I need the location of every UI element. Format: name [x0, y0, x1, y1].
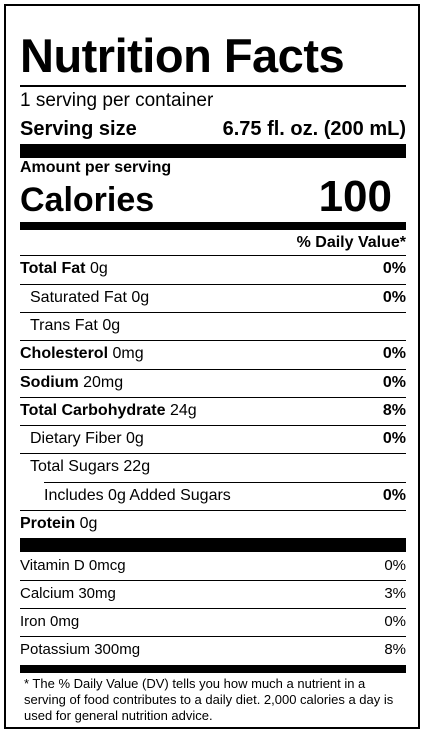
- divider: [20, 85, 406, 87]
- vitamin-dv: 3%: [384, 585, 406, 602]
- nutrient-dv: 0%: [382, 374, 406, 391]
- nutrient-amount: 0mg: [112, 345, 144, 362]
- label-title: Nutrition Facts: [20, 29, 345, 82]
- calories-label: Calories: [20, 181, 155, 219]
- nutrient-amount: 24g: [169, 402, 197, 419]
- nutrient-name: Protein: [20, 515, 76, 532]
- nutrient-row-sodium: Sodium 20mg 0%: [20, 370, 406, 398]
- vitamin-row-potassium: Potassium 300mg 8%: [20, 637, 406, 665]
- divider: [20, 255, 406, 256]
- nutrient-row-total-carbohydrate: Total Carbohydrate 24g 8%: [20, 398, 406, 426]
- medium-divider: [20, 665, 406, 673]
- nutrient-row-total-sugars: Total Sugars 22g: [20, 454, 406, 482]
- nutrient-amount: 20mg: [83, 374, 124, 391]
- nutrient-name: Saturated Fat: [30, 289, 127, 306]
- divider: [20, 608, 406, 609]
- divider: [20, 425, 406, 426]
- divider: [20, 312, 406, 313]
- nutrient-name: Dietary Fiber: [30, 430, 122, 447]
- nutrient-name: Sodium: [20, 374, 79, 391]
- nutrient-dv: 0%: [382, 345, 406, 362]
- divider: [20, 510, 406, 511]
- nutrient-dv: 0%: [382, 487, 406, 504]
- nutrient-amount: 0g: [126, 430, 144, 447]
- nutrient-row-dietary-fiber: Dietary Fiber 0g 0%: [20, 426, 406, 454]
- nutrient-dv: 8%: [382, 402, 406, 419]
- medium-divider: [20, 222, 406, 230]
- vitamin-name: Iron 0mg: [20, 613, 80, 630]
- nutrient-name: Includes 0g Added Sugars: [44, 487, 231, 504]
- serving-size-label: Serving size: [20, 118, 137, 140]
- nutrient-row-added-sugars: Includes 0g Added Sugars 0%: [20, 483, 406, 511]
- nutrient-name: Total Carbohydrate: [20, 402, 166, 419]
- nutrient-name: Trans Fat: [30, 317, 98, 334]
- nutrient-amount: 0g: [79, 515, 98, 532]
- vitamin-row-vitamin-d: Vitamin D 0mcg 0%: [20, 553, 406, 581]
- nutrient-row-total-fat: Total Fat 0g 0%: [20, 256, 406, 284]
- label-content: Nutrition Facts 1 serving per container …: [20, 6, 406, 727]
- vitamin-dv: 0%: [384, 613, 406, 630]
- vitamin-dv: 8%: [384, 641, 406, 658]
- nutrient-row-cholesterol: Cholesterol 0mg 0%: [20, 341, 406, 369]
- amount-per-serving: Amount per serving: [20, 159, 172, 176]
- vitamin-row-iron: Iron 0mg 0%: [20, 609, 406, 637]
- divider: [20, 580, 406, 581]
- nutrient-amount: 22g: [123, 458, 151, 475]
- nutrient-name: Total Sugars: [30, 458, 119, 475]
- nutrient-amount: 0g: [131, 289, 150, 306]
- daily-value-header: % Daily Value*: [296, 234, 406, 251]
- nutrient-name: Total Fat: [20, 260, 86, 277]
- divider: [20, 397, 406, 398]
- nutrient-name: Cholesterol: [20, 345, 109, 362]
- divider: [44, 482, 406, 483]
- nutrient-row-trans-fat: Trans Fat 0g: [20, 313, 406, 341]
- nutrient-dv: 0%: [382, 289, 406, 306]
- serving-size-row: Serving size 6.75 fl. oz. (200 mL): [20, 117, 406, 141]
- divider: [20, 453, 406, 454]
- thick-divider: [20, 538, 406, 552]
- divider: [20, 340, 406, 341]
- nutrient-amount: 0g: [89, 260, 108, 277]
- nutrient-dv: 0%: [382, 430, 406, 447]
- servings-per-container: 1 serving per container: [20, 90, 214, 111]
- nutrition-facts-label: Nutrition Facts 1 serving per container …: [4, 4, 420, 729]
- vitamin-name: Vitamin D 0mcg: [20, 557, 126, 574]
- thick-divider: [20, 144, 406, 158]
- calories-value: 100: [318, 172, 392, 221]
- nutrient-row-protein: Protein 0g: [20, 511, 406, 539]
- divider: [20, 369, 406, 370]
- vitamin-row-calcium: Calcium 30mg 3%: [20, 581, 406, 609]
- vitamin-name: Calcium 30mg: [20, 585, 116, 602]
- daily-value-footnote: * The % Daily Value (DV) tells you how m…: [24, 676, 394, 723]
- vitamin-name: Potassium 300mg: [20, 641, 141, 658]
- nutrient-row-saturated-fat: Saturated Fat 0g 0%: [20, 285, 406, 313]
- divider: [20, 284, 406, 285]
- vitamin-dv: 0%: [384, 557, 406, 574]
- divider: [20, 636, 406, 637]
- serving-size-value: 6.75 fl. oz. (200 mL): [222, 118, 406, 140]
- nutrient-dv: 0%: [382, 260, 406, 277]
- nutrient-amount: 0g: [102, 317, 121, 334]
